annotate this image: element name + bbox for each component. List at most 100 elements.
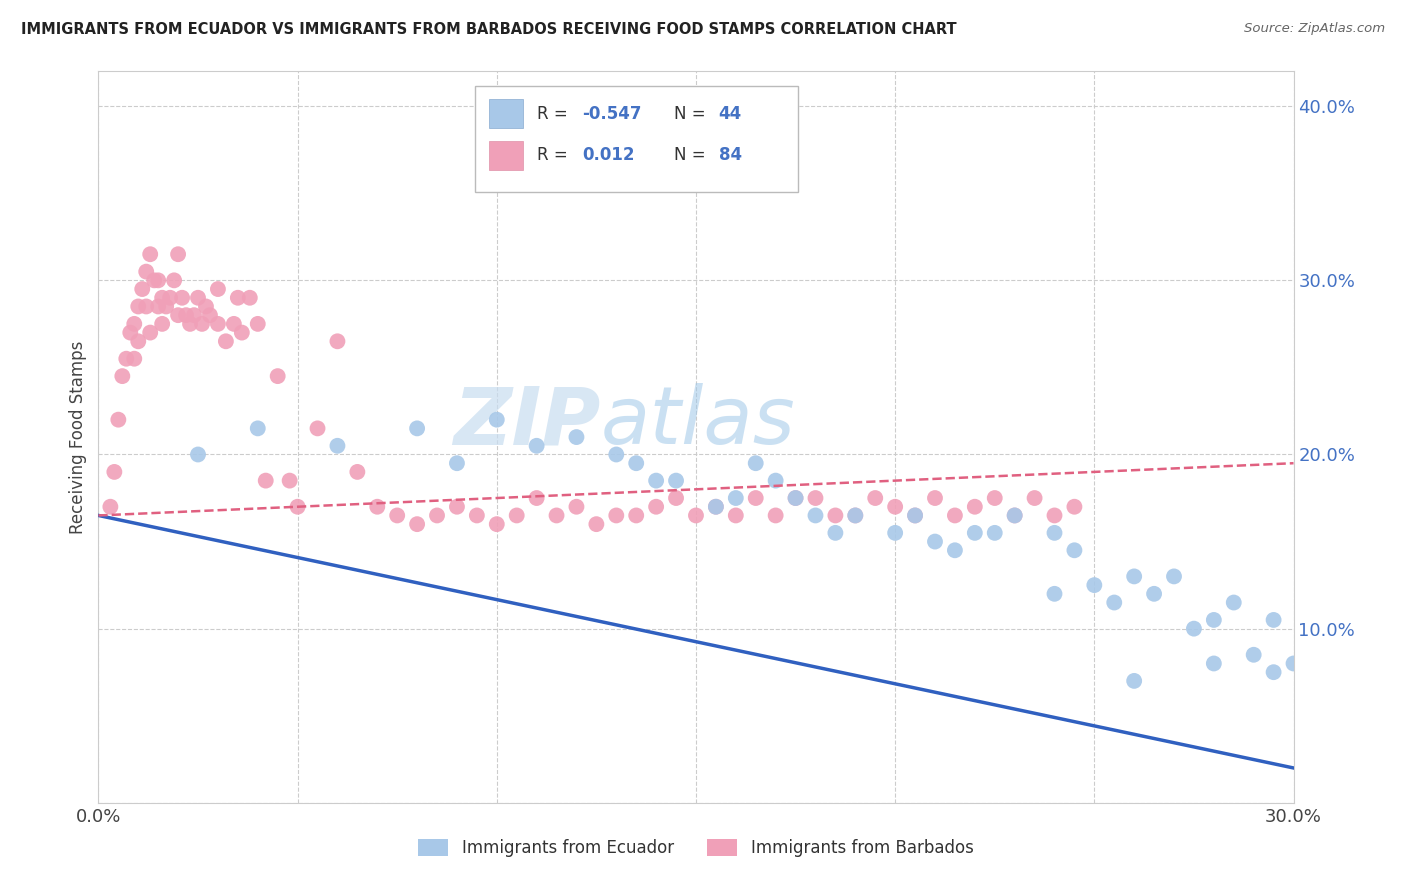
Point xyxy=(1063,500,1085,514)
Point xyxy=(406,517,429,532)
Point xyxy=(1043,587,1066,601)
Point xyxy=(446,456,468,470)
Point xyxy=(724,508,747,523)
Point xyxy=(215,334,238,349)
Point xyxy=(485,517,508,532)
Point xyxy=(645,500,668,514)
Point xyxy=(1223,595,1246,609)
Point xyxy=(565,500,588,514)
Point xyxy=(167,247,190,261)
Text: IMMIGRANTS FROM ECUADOR VS IMMIGRANTS FROM BARBADOS RECEIVING FOOD STAMPS CORREL: IMMIGRANTS FROM ECUADOR VS IMMIGRANTS FR… xyxy=(21,22,956,37)
Point xyxy=(565,430,588,444)
Point xyxy=(278,474,301,488)
Point xyxy=(804,491,827,505)
Point xyxy=(943,543,966,558)
Point xyxy=(1123,673,1146,688)
Point xyxy=(150,317,173,331)
Point xyxy=(179,317,201,331)
Text: 84: 84 xyxy=(718,146,742,164)
Point xyxy=(745,491,768,505)
Point xyxy=(226,291,249,305)
Point xyxy=(804,508,827,523)
Legend: Immigrants from Ecuador, Immigrants from Barbados: Immigrants from Ecuador, Immigrants from… xyxy=(412,832,980,864)
Point xyxy=(1083,578,1105,592)
Point xyxy=(195,300,218,314)
Point xyxy=(246,421,269,435)
Point xyxy=(1004,508,1026,523)
Point xyxy=(526,439,548,453)
Point xyxy=(485,412,508,426)
FancyBboxPatch shape xyxy=(489,99,523,128)
Point xyxy=(155,300,177,314)
Point xyxy=(605,508,627,523)
Point xyxy=(844,508,866,523)
Text: R =: R = xyxy=(537,104,574,123)
Point xyxy=(924,534,946,549)
Point xyxy=(904,508,927,523)
Point xyxy=(135,265,157,279)
Point xyxy=(239,291,262,305)
Point xyxy=(1282,657,1305,671)
Point xyxy=(526,491,548,505)
Point xyxy=(884,500,907,514)
Point xyxy=(124,317,146,331)
Point xyxy=(143,273,166,287)
Point xyxy=(111,369,134,384)
Point xyxy=(139,247,162,261)
Point xyxy=(585,517,607,532)
Point xyxy=(231,326,253,340)
Point xyxy=(135,300,157,314)
Point xyxy=(139,326,162,340)
Point xyxy=(1143,587,1166,601)
Point xyxy=(546,508,568,523)
Point xyxy=(724,491,747,505)
Point xyxy=(127,300,149,314)
Point xyxy=(1043,525,1066,540)
Point xyxy=(884,525,907,540)
Point xyxy=(150,291,173,305)
Point xyxy=(159,291,181,305)
Point xyxy=(765,508,787,523)
Point xyxy=(704,500,727,514)
Point xyxy=(1163,569,1185,583)
Y-axis label: Receiving Food Stamps: Receiving Food Stamps xyxy=(69,341,87,533)
Point xyxy=(1182,622,1205,636)
Text: 44: 44 xyxy=(718,104,742,123)
Point xyxy=(385,508,409,523)
Point xyxy=(103,465,125,479)
Point xyxy=(1202,613,1225,627)
Text: R =: R = xyxy=(537,146,574,164)
Point xyxy=(191,317,214,331)
Point xyxy=(924,491,946,505)
Point xyxy=(127,334,149,349)
Point xyxy=(267,369,290,384)
Point xyxy=(865,491,887,505)
Point xyxy=(665,491,688,505)
Text: ZIP: ZIP xyxy=(453,384,600,461)
Point xyxy=(183,308,205,322)
Text: atlas: atlas xyxy=(600,384,796,461)
Point xyxy=(765,474,787,488)
Text: 0.012: 0.012 xyxy=(582,146,636,164)
Point xyxy=(984,525,1007,540)
Point xyxy=(824,525,846,540)
Point xyxy=(1043,508,1066,523)
Point xyxy=(785,491,807,505)
Point xyxy=(115,351,138,366)
Point xyxy=(163,273,186,287)
Point xyxy=(120,326,142,340)
Point xyxy=(107,412,129,426)
Point xyxy=(426,508,449,523)
Point xyxy=(406,421,429,435)
Point xyxy=(1063,543,1085,558)
FancyBboxPatch shape xyxy=(475,86,797,192)
Point xyxy=(187,448,209,462)
Point xyxy=(307,421,329,435)
Point xyxy=(665,474,688,488)
Point xyxy=(174,308,197,322)
Point xyxy=(98,500,122,514)
Point xyxy=(207,317,229,331)
Point xyxy=(465,508,488,523)
Point xyxy=(645,474,668,488)
Point xyxy=(222,317,245,331)
